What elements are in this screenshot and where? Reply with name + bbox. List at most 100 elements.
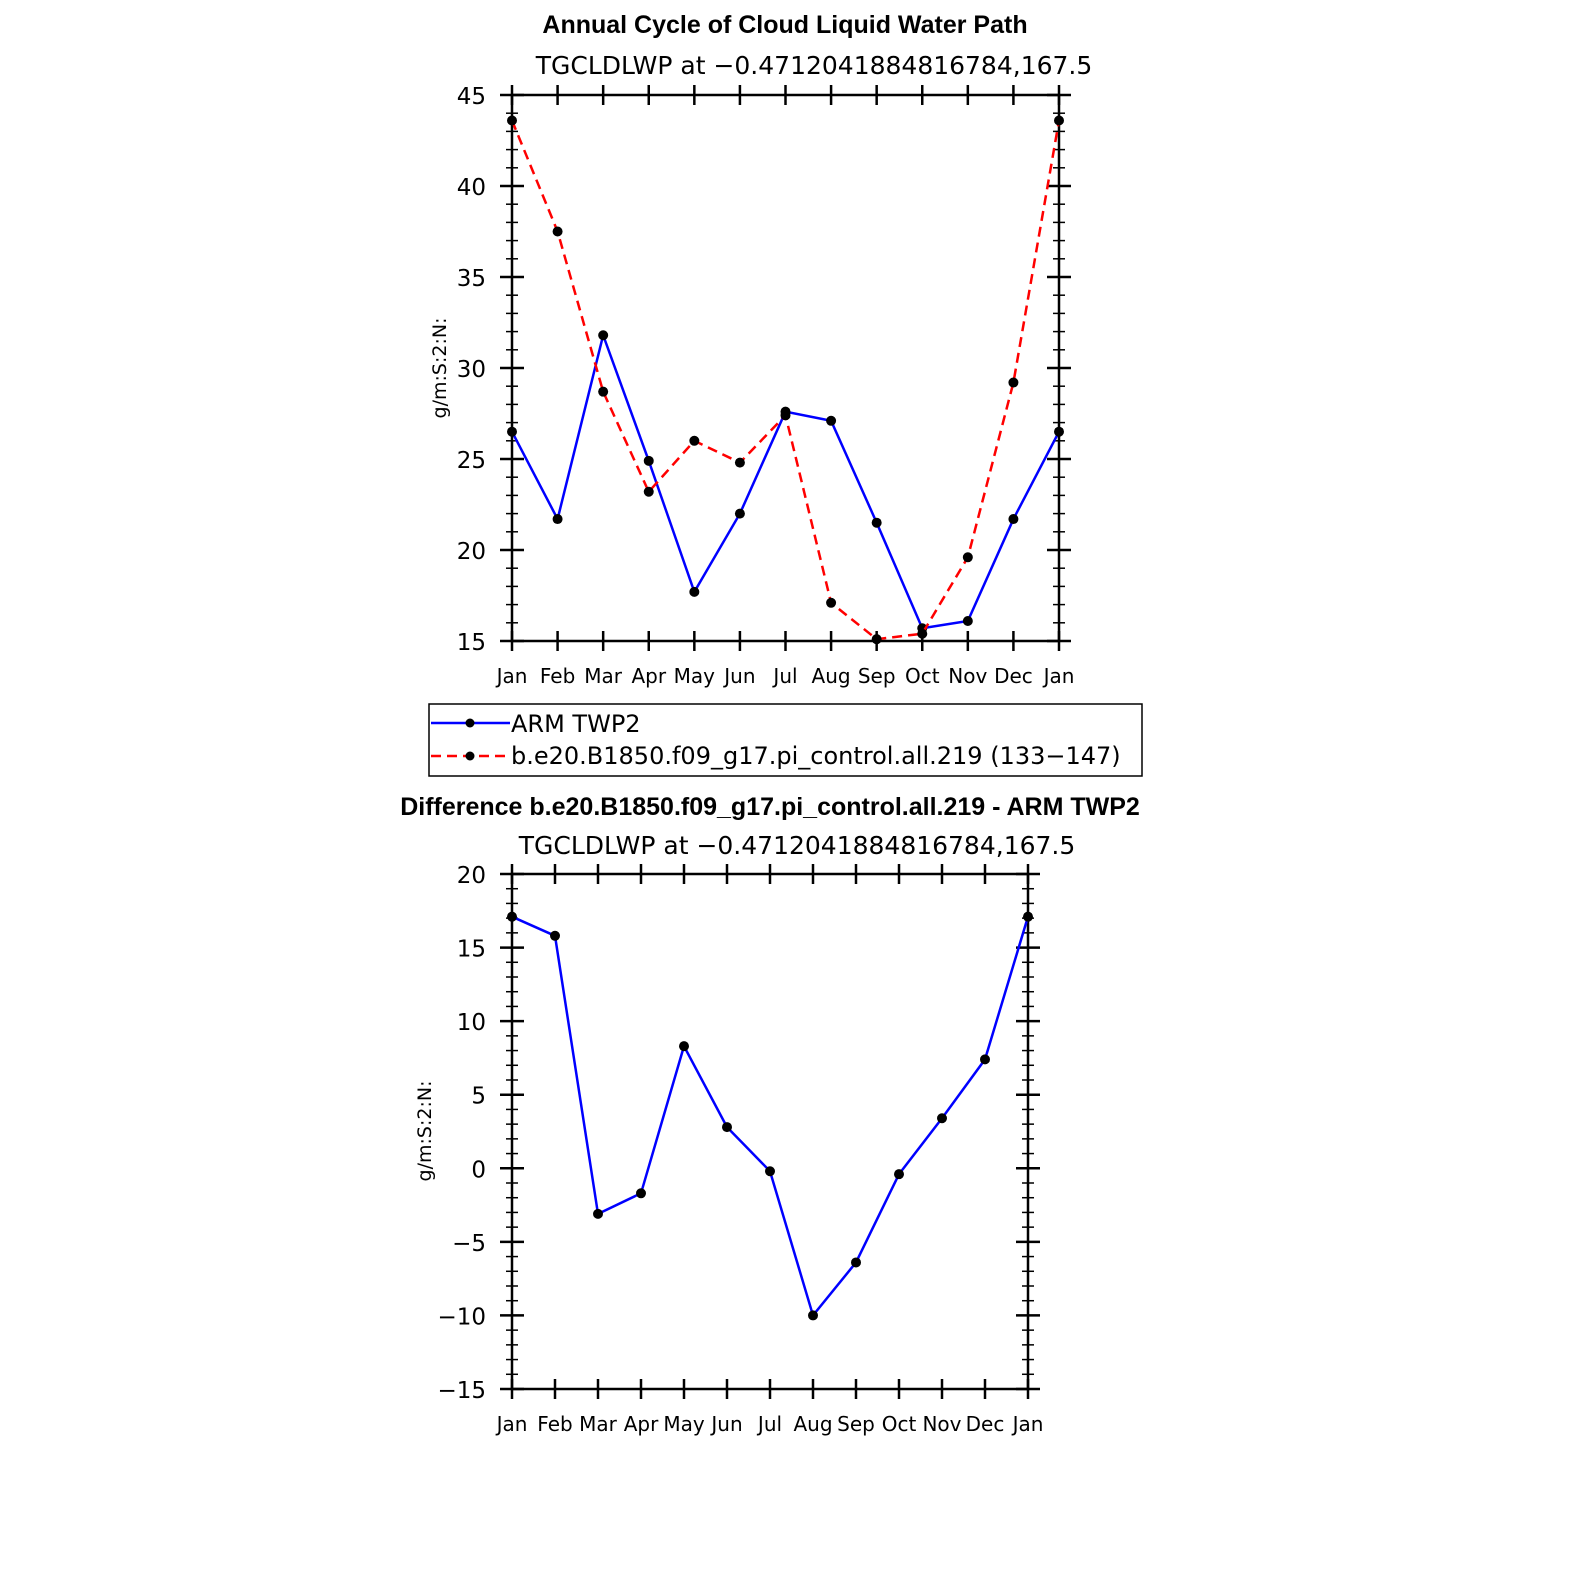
data-point xyxy=(1023,911,1033,922)
plot-area: Jan Feb Mar Apr May Jun Jul Aug Sep Oct Nov Dec Jan 1… xyxy=(457,84,1075,688)
y-tick-label: 10 xyxy=(457,1010,486,1036)
data-point xyxy=(1054,115,1064,126)
x-tick-label: Jun xyxy=(709,1412,742,1436)
data-point xyxy=(871,634,882,645)
y-tick-label: 15 xyxy=(457,630,486,656)
data-point xyxy=(598,330,609,341)
plot-frame xyxy=(510,872,1030,1391)
data-point xyxy=(643,455,654,466)
x-tick-label: Sep xyxy=(858,664,896,688)
y-axis-label: g/m:S:2:N: xyxy=(429,318,451,419)
y-tick-label: 0 xyxy=(471,1157,486,1183)
chart-subtitle: TGCLDLWP at −0.4712041884816784,167.5 xyxy=(535,51,1093,80)
legend-box xyxy=(428,703,1143,777)
chart-title: Difference b.e20.B1850.f09_g17.pi_contro… xyxy=(400,793,1140,821)
y-tick-label: 20 xyxy=(457,539,486,565)
series-line-0 xyxy=(510,330,1061,630)
chart-title: Annual Cycle of Cloud Liquid Water Path xyxy=(542,11,1027,39)
x-tick-label: Nov xyxy=(948,664,987,688)
y-tick-label: 5 xyxy=(471,1084,486,1110)
data-point xyxy=(722,1122,732,1133)
data-point xyxy=(780,410,791,421)
x-tick-label: Nov xyxy=(922,1412,961,1436)
data-point xyxy=(507,115,517,126)
x-tick-label: Apr xyxy=(624,1412,659,1436)
data-point xyxy=(851,1257,861,1268)
data-point xyxy=(507,911,517,922)
x-tick-label: Dec xyxy=(966,1412,1005,1436)
legend-label-model: b.e20.B1850.f09_g17.pi_control.all.219 (… xyxy=(511,742,1121,770)
data-point xyxy=(598,386,609,397)
x-tick-label: Feb xyxy=(540,664,575,688)
data-point xyxy=(550,930,560,941)
data-point xyxy=(871,517,882,528)
y-axis-label: g/m:S:2:N: xyxy=(414,1081,436,1182)
y-tick-label: 15 xyxy=(457,937,486,963)
data-point xyxy=(937,1113,947,1124)
data-point xyxy=(826,597,837,608)
x-tick-label: Jun xyxy=(722,664,755,688)
series-line-1 xyxy=(510,120,1061,641)
x-tick-label: Jan xyxy=(495,664,528,688)
x-tick-label: Jan xyxy=(1011,1412,1044,1436)
x-tick-label: Oct xyxy=(882,1412,917,1436)
legend-entry-model: b.e20.B1850.f09_g17.pi_control.all.219 (… xyxy=(431,742,1121,770)
plot-area: Jan Feb Mar Apr May Jun Jul Aug Sep Oct Nov Dec Jan−… xyxy=(437,863,1043,1436)
x-tick-label: Apr xyxy=(631,664,666,688)
data-point xyxy=(765,1166,775,1177)
data-point xyxy=(552,514,563,525)
x-tick-label: Feb xyxy=(537,1412,572,1436)
x-tick-label: Sep xyxy=(837,1412,875,1436)
y-tick-label: 40 xyxy=(457,175,486,201)
data-point xyxy=(593,1208,603,1219)
data-point xyxy=(1008,377,1019,388)
data-point xyxy=(917,628,928,639)
x-tick-label: Mar xyxy=(579,1412,618,1436)
data-point xyxy=(636,1188,646,1199)
x-tick-label: Aug xyxy=(793,1412,832,1436)
x-tick-label: Jan xyxy=(495,1412,528,1436)
data-point xyxy=(962,615,973,626)
chart-subtitle: TGCLDLWP at −0.4712041884816784,167.5 xyxy=(518,831,1076,860)
y-tick-label: 25 xyxy=(457,448,486,474)
x-tick-label: Jul xyxy=(771,664,797,688)
x-tick-label: Jan xyxy=(1042,664,1075,688)
data-point xyxy=(894,1169,904,1180)
data-point xyxy=(962,552,973,563)
x-tick-label: Aug xyxy=(812,664,851,688)
data-point xyxy=(826,415,837,426)
difference-chart: Difference b.e20.B1850.f09_g17.pi_contro… xyxy=(400,793,1140,1436)
data-point xyxy=(734,457,745,468)
series-line-0 xyxy=(511,915,1030,1319)
data-point xyxy=(808,1310,818,1321)
y-tick-label: −10 xyxy=(437,1304,486,1330)
x-tick-label: May xyxy=(663,1412,705,1436)
data-point xyxy=(980,1054,990,1065)
y-tick-label: −5 xyxy=(452,1231,486,1257)
data-point xyxy=(689,586,700,597)
y-tick-label: 30 xyxy=(457,357,486,383)
legend-entry-arm-twp2: ARM TWP2 xyxy=(431,710,641,738)
y-tick-label: 20 xyxy=(457,863,486,889)
y-tick-label: 45 xyxy=(457,84,486,110)
y-tick-label: 35 xyxy=(457,266,486,292)
annual-cycle-chart: Annual Cycle of Cloud Liquid Water Path … xyxy=(429,11,1092,688)
y-tick-label: −15 xyxy=(437,1378,486,1404)
x-tick-label: Jul xyxy=(756,1412,782,1436)
x-tick-label: Mar xyxy=(584,664,623,688)
data-point xyxy=(507,426,517,437)
data-point xyxy=(643,486,654,497)
data-point xyxy=(734,508,745,519)
data-point xyxy=(1008,514,1019,525)
x-tick-label: Oct xyxy=(905,664,940,688)
data-point xyxy=(1054,426,1064,437)
x-tick-label: May xyxy=(674,664,716,688)
legend: ARM TWP2 b.e20.B1850.f09_g17.pi_control.… xyxy=(428,703,1143,777)
legend-marker-model xyxy=(465,751,475,761)
data-point xyxy=(689,435,700,446)
legend-marker-arm-twp2 xyxy=(465,718,475,728)
data-point xyxy=(552,226,563,237)
data-point xyxy=(679,1041,689,1052)
x-tick-label: Dec xyxy=(994,664,1033,688)
